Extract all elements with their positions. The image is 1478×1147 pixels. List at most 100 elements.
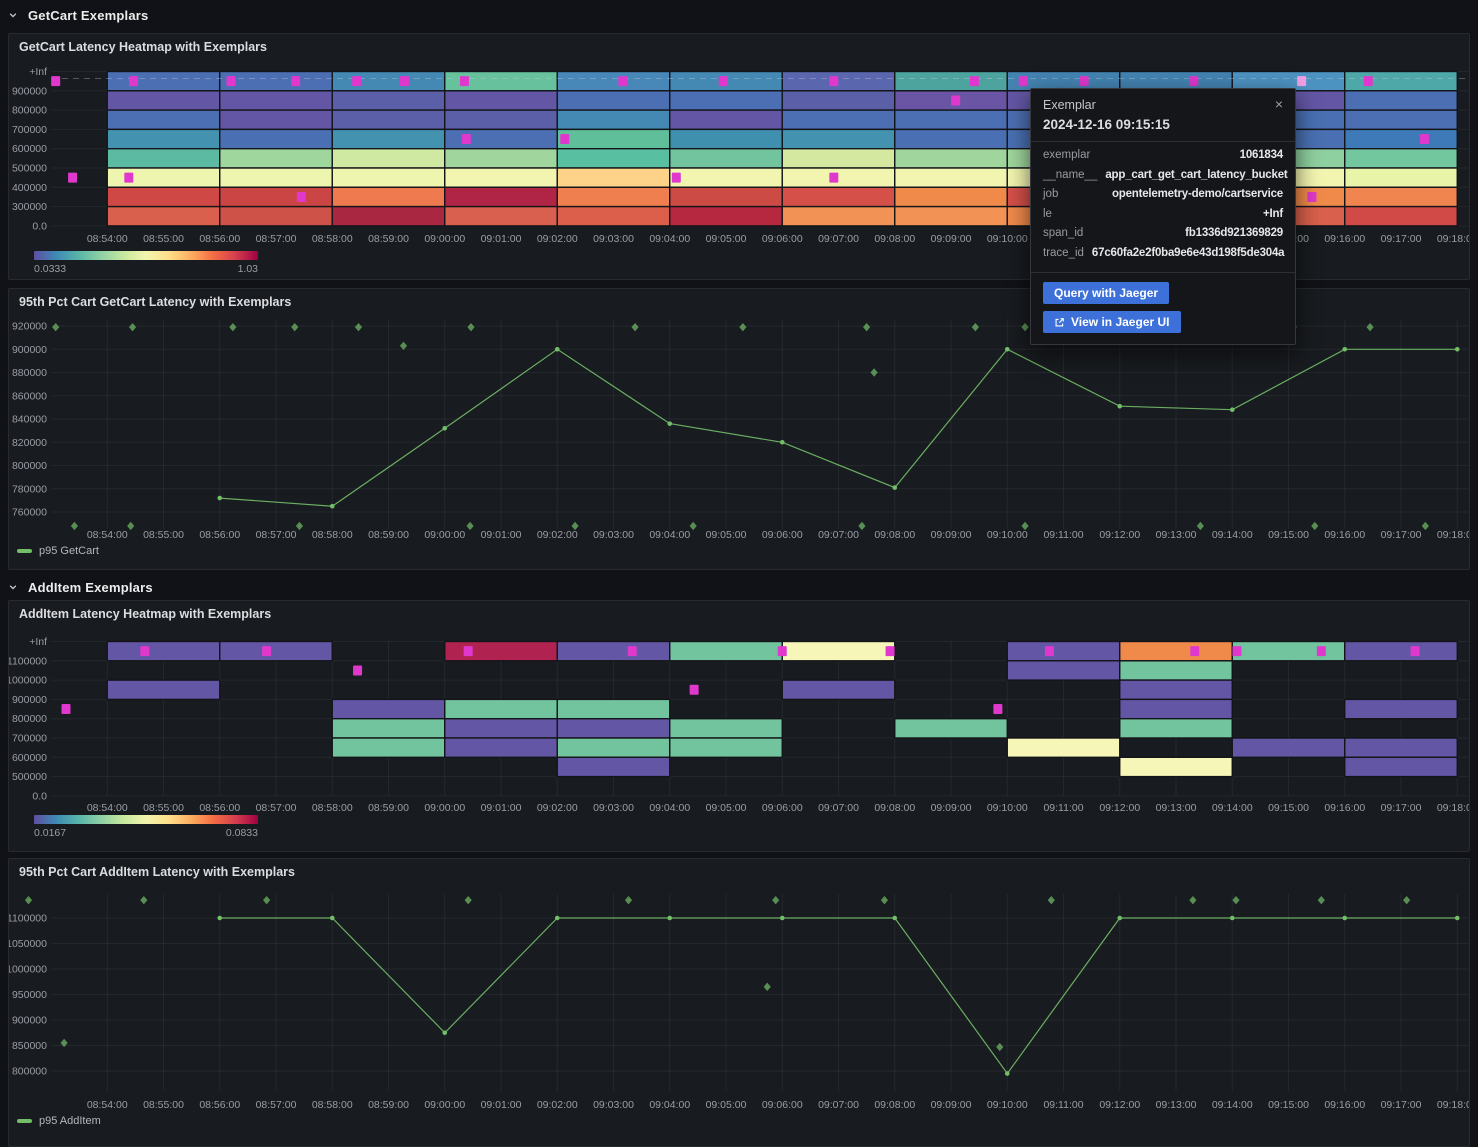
exemplar-diamond[interactable]: [466, 521, 474, 531]
heatmap-cell[interactable]: [331, 717, 446, 739]
exemplar-diamond[interactable]: [127, 521, 135, 531]
exemplar-marker[interactable]: [618, 76, 628, 87]
panel-title[interactable]: GetCart Latency Heatmap with Exemplars: [19, 40, 267, 54]
data-point[interactable]: [1229, 915, 1235, 921]
heatmap-cell[interactable]: [1344, 756, 1458, 778]
data-point[interactable]: [217, 495, 223, 501]
exemplar-diamond[interactable]: [354, 322, 363, 332]
heatmap-cell[interactable]: [444, 640, 558, 662]
exemplar-marker[interactable]: [1079, 76, 1089, 87]
heatmap-cell[interactable]: [894, 205, 1008, 227]
heatmap-cell[interactable]: [106, 640, 221, 662]
exemplar-marker[interactable]: [1363, 76, 1373, 87]
heatmap-cell[interactable]: [444, 147, 558, 169]
heatmap-cell[interactable]: [331, 109, 446, 131]
heatmap-cell[interactable]: [1119, 679, 1233, 701]
exemplar-diamond[interactable]: [291, 322, 299, 332]
exemplar-marker[interactable]: [1410, 646, 1420, 657]
heatmap-cell[interactable]: [781, 109, 896, 131]
close-icon[interactable]: ×: [1274, 96, 1283, 112]
exemplar-marker[interactable]: [829, 172, 839, 183]
heatmap-cell[interactable]: [556, 147, 671, 169]
heatmap-cell[interactable]: [556, 640, 671, 662]
data-point[interactable]: [1454, 915, 1460, 921]
exemplar-marker[interactable]: [560, 134, 570, 145]
heatmap-cell[interactable]: [444, 186, 558, 208]
exemplar-diamond[interactable]: [689, 521, 697, 531]
exemplar-marker[interactable]: [463, 646, 473, 657]
exemplar-diamond[interactable]: [858, 521, 866, 531]
exemplar-marker[interactable]: [61, 704, 71, 715]
exemplar-marker[interactable]: [1232, 646, 1242, 657]
data-point[interactable]: [1229, 407, 1235, 412]
heatmap-cell[interactable]: [331, 167, 446, 188]
heatmap-cell[interactable]: [669, 147, 783, 169]
exemplar-marker[interactable]: [1419, 134, 1429, 145]
query-with-jaeger-button[interactable]: Query with Jaeger: [1043, 282, 1170, 304]
heatmap-cell[interactable]: [1344, 128, 1458, 150]
heatmap-cell[interactable]: [444, 737, 558, 758]
heatmap-cell[interactable]: [669, 128, 783, 150]
heatmap-cell[interactable]: [894, 128, 1008, 150]
heatmap-cell[interactable]: [781, 70, 896, 92]
exemplar-marker[interactable]: [671, 172, 681, 183]
heatmap-cell[interactable]: [894, 109, 1008, 131]
heatmap-cell[interactable]: [894, 70, 1008, 92]
exemplar-marker[interactable]: [459, 76, 469, 87]
exemplar-diamond[interactable]: [1189, 895, 1197, 905]
exemplar-marker[interactable]: [627, 646, 637, 657]
heatmap-cell[interactable]: [106, 90, 221, 111]
data-point[interactable]: [892, 485, 898, 490]
heatmap-cell[interactable]: [1006, 640, 1121, 662]
heatmap-cell[interactable]: [1006, 660, 1121, 681]
heatmap-cell[interactable]: [1344, 70, 1458, 92]
heatmap-cell[interactable]: [331, 205, 446, 227]
heatmap-cell[interactable]: [219, 109, 333, 131]
heatmap-cell[interactable]: [444, 167, 558, 188]
heatmap-cell[interactable]: [669, 90, 783, 111]
exemplar-marker[interactable]: [352, 76, 362, 87]
exemplar-marker[interactable]: [461, 134, 471, 145]
exemplar-diamond[interactable]: [24, 895, 33, 905]
exemplar-diamond[interactable]: [763, 982, 771, 992]
exemplar-diamond[interactable]: [1317, 895, 1325, 905]
heatmap-cell[interactable]: [219, 128, 333, 150]
heatmap-cell[interactable]: [781, 167, 896, 188]
heatmap-cell[interactable]: [1344, 186, 1458, 208]
exemplar-diamond[interactable]: [1311, 521, 1319, 531]
heatmap-cell[interactable]: [894, 167, 1008, 188]
exemplar-diamond[interactable]: [263, 895, 271, 905]
heatmap-cell[interactable]: [219, 167, 333, 188]
exemplar-diamond[interactable]: [1366, 322, 1374, 332]
heatmap-cell[interactable]: [781, 640, 896, 662]
exemplar-marker[interactable]: [885, 646, 895, 657]
heatmap-cell[interactable]: [669, 167, 783, 188]
data-point[interactable]: [442, 426, 448, 431]
heatmap-cell[interactable]: [781, 128, 896, 150]
heatmap-cell[interactable]: [556, 737, 671, 758]
heatmap-cell[interactable]: [106, 167, 221, 188]
data-point[interactable]: [1342, 346, 1348, 352]
exemplar-marker[interactable]: [1189, 76, 1199, 87]
exemplar-marker[interactable]: [777, 646, 787, 657]
heatmap-cell[interactable]: [331, 186, 446, 208]
exemplar-diamond[interactable]: [631, 322, 639, 332]
exemplar-diamond[interactable]: [467, 322, 475, 332]
data-point[interactable]: [667, 421, 673, 426]
heatmap-cell[interactable]: [894, 717, 1008, 739]
exemplar-diamond[interactable]: [1421, 521, 1429, 531]
heatmap-cell[interactable]: [1344, 147, 1458, 169]
heatmap-cell[interactable]: [219, 90, 333, 111]
exemplar-marker[interactable]: [129, 76, 138, 87]
heatmap-cell[interactable]: [444, 90, 558, 111]
data-point[interactable]: [442, 1030, 448, 1036]
heatmap-cell[interactable]: [219, 205, 333, 227]
section-header-additem[interactable]: AddItem Exemplars: [8, 574, 1470, 600]
exemplar-diamond[interactable]: [739, 322, 747, 332]
heatmap-cell[interactable]: [1344, 90, 1458, 111]
data-point[interactable]: [1117, 915, 1123, 921]
panel-title[interactable]: AddItem Latency Heatmap with Exemplars: [19, 607, 272, 621]
exemplar-marker[interactable]: [829, 76, 839, 87]
heatmap-cell[interactable]: [669, 717, 783, 739]
data-point[interactable]: [779, 915, 785, 921]
